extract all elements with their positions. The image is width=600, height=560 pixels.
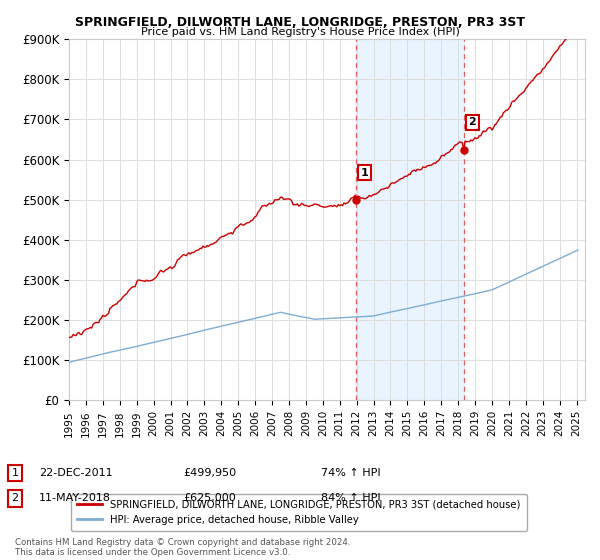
Legend: SPRINGFIELD, DILWORTH LANE, LONGRIDGE, PRESTON, PR3 3ST (detached house), HPI: A: SPRINGFIELD, DILWORTH LANE, LONGRIDGE, P… bbox=[71, 494, 527, 531]
Text: 22-DEC-2011: 22-DEC-2011 bbox=[39, 468, 113, 478]
Text: 2: 2 bbox=[469, 118, 476, 128]
Bar bbox=[356, 39, 464, 400]
Text: £625,000: £625,000 bbox=[183, 493, 236, 503]
Text: 11-MAY-2018: 11-MAY-2018 bbox=[39, 493, 111, 503]
Text: Price paid vs. HM Land Registry's House Price Index (HPI): Price paid vs. HM Land Registry's House … bbox=[140, 27, 460, 37]
Text: Contains HM Land Registry data © Crown copyright and database right 2024.
This d: Contains HM Land Registry data © Crown c… bbox=[15, 538, 350, 557]
Text: £499,950: £499,950 bbox=[183, 468, 236, 478]
Text: 84% ↑ HPI: 84% ↑ HPI bbox=[321, 493, 380, 503]
Text: 74% ↑ HPI: 74% ↑ HPI bbox=[321, 468, 380, 478]
Text: SPRINGFIELD, DILWORTH LANE, LONGRIDGE, PRESTON, PR3 3ST: SPRINGFIELD, DILWORTH LANE, LONGRIDGE, P… bbox=[75, 16, 525, 29]
Text: 1: 1 bbox=[11, 468, 19, 478]
Text: 2: 2 bbox=[11, 493, 19, 503]
Text: 1: 1 bbox=[361, 167, 368, 178]
